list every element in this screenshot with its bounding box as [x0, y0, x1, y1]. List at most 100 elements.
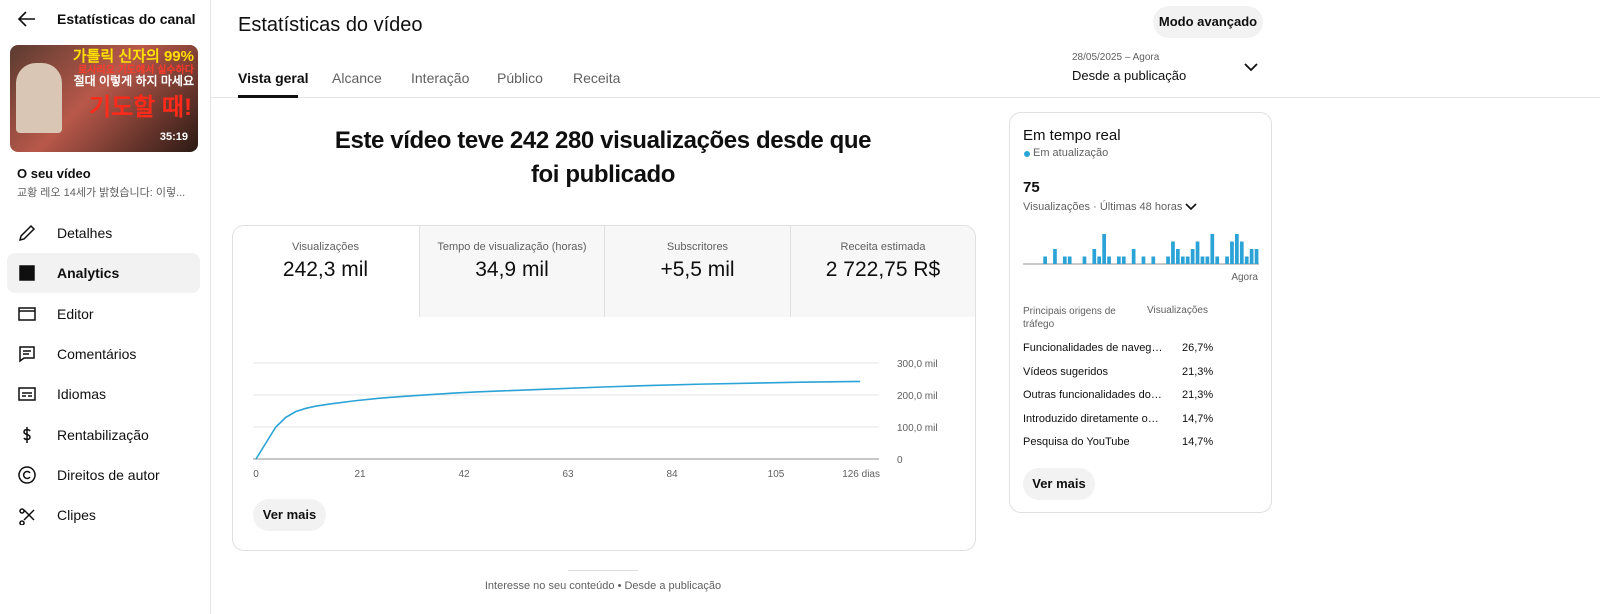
nav-icon-shape [19, 346, 35, 363]
realtime-bar [1205, 256, 1210, 264]
active-tab-indicator [238, 95, 298, 98]
nav-icon-shape [23, 426, 31, 443]
source-share: 14,7% [1182, 436, 1214, 448]
realtime-bar [1117, 256, 1121, 264]
nav-icon [23, 426, 31, 443]
date-label[interactable]: Desde a publicação [1072, 68, 1187, 83]
nav-item[interactable]: Analytics [7, 253, 200, 294]
x-tick-label: 63 [562, 469, 574, 480]
nav-item[interactable]: Direitos de autor [7, 455, 200, 495]
realtime-bar [1249, 249, 1254, 264]
tab[interactable]: Vista geral [238, 70, 309, 86]
x-tick-label: 84 [666, 469, 678, 480]
tab[interactable]: Receita [573, 70, 621, 86]
x-tick-label: 105 [768, 469, 785, 480]
now-label: Agora [1231, 272, 1258, 283]
see-more-button[interactable]: Ver mais [253, 499, 326, 531]
metric-value: 34,9 mil [475, 258, 549, 281]
metric-tile[interactable]: Visualizações 242,3 mil [233, 226, 418, 317]
nav-item[interactable]: Comentários [7, 334, 200, 374]
x-tick-label: 126 dias [842, 469, 880, 480]
realtime-total: 75 [1023, 179, 1040, 196]
status-dot [1024, 151, 1030, 157]
realtime-bar [1171, 241, 1175, 264]
overview-card: Visualizações 242,3 mil Tempo de visualiza… [232, 225, 976, 551]
metric-tile[interactable]: Tempo de visualização (horas) 34,9 mil [418, 226, 605, 317]
realtime-bar [1244, 256, 1249, 264]
y-tick-label: 200,0 mil [897, 391, 938, 402]
thumbnail-text: 로사리오 기도에서 실수하다 [78, 65, 194, 76]
line-chart: 0 100,0 mil 200,0 mil 300,0 mil 0 21 42 63 84 105… [253, 359, 938, 480]
metric-dropdown[interactable] [1184, 202, 1198, 212]
date-dropdown[interactable] [1243, 61, 1259, 73]
nav-icon-shape [18, 224, 36, 242]
realtime-bar [1176, 249, 1180, 264]
realtime-bars [1023, 234, 1259, 265]
metric-label: Tempo de visualização (horas) [437, 241, 587, 253]
realtime-bar [1102, 234, 1106, 264]
nav-icon [18, 387, 36, 401]
tab[interactable]: Alcance [332, 70, 382, 86]
realtime-bar [1180, 256, 1185, 264]
metric-label: Visualizações [291, 241, 360, 253]
sources-header: Principais origens de tráfego [1023, 306, 1116, 330]
tab[interactable]: Interação [411, 70, 470, 86]
realtime-bar [1097, 256, 1102, 264]
realtime-bar [1185, 256, 1190, 264]
realtime-bar [1254, 249, 1259, 264]
y-tick-label: 0 [897, 455, 903, 466]
realtime-bar [1053, 249, 1057, 264]
video-duration: 35:19 [159, 131, 188, 143]
metric-label: Subscritores [666, 241, 729, 253]
realtime-status: Em atualização [1033, 147, 1109, 159]
video-title: 교황 레오 14세가 밝혔습니다: 이렇... [17, 187, 186, 199]
source-name: Funcionalidades de navegação [1023, 342, 1164, 354]
realtime-metric[interactable]: Visualizações · Últimas 48 horas [1023, 201, 1183, 213]
footer-divider [568, 570, 638, 571]
video-thumbnail[interactable]: 가톨릭 신자의 99% 로사리오 기도에서 실수하다 절대 이렇게 하지 마세요… [10, 45, 198, 152]
realtime-bar [1082, 256, 1087, 264]
x-tick-label: 0 [253, 469, 259, 480]
nav-icon-shape [19, 265, 35, 282]
sidebar: Estatísticas do canal 가톨릭 신자의 99% 로사리오 기… [0, 0, 211, 614]
advanced-mode-button[interactable]: Modo avançado [1153, 6, 1263, 38]
nav-icon-shape [18, 466, 36, 484]
metric-value: 242,3 mil [282, 258, 369, 281]
realtime-bar [1107, 256, 1111, 264]
realtime-bar [1190, 249, 1195, 264]
tab[interactable]: Público [497, 70, 543, 86]
nav-icon [19, 346, 35, 363]
realtime-bar [1141, 256, 1146, 264]
metric-tile[interactable]: Subscritores +5,5 mil [604, 226, 790, 317]
y-tick-label: 300,0 mil [897, 359, 938, 370]
nav-label: Analytics [57, 265, 120, 282]
nav-label: Direitos de autor [57, 466, 160, 483]
nav-icon [19, 265, 35, 282]
nav-label: Idiomas [57, 386, 107, 403]
nav-item[interactable]: Clipes [7, 495, 200, 535]
nav-icon [19, 508, 35, 526]
realtime-bar [1195, 241, 1200, 264]
see-more-button[interactable]: Ver mais [1023, 468, 1095, 500]
metric-tile[interactable]: Receita estimada 2 722,75 R$ [789, 226, 975, 317]
video-label: O seu vídeo [17, 166, 91, 181]
nav-item[interactable]: Editor [7, 294, 200, 334]
sidebar-title: Estatísticas do canal [57, 11, 196, 27]
nav-icon [18, 306, 36, 321]
thumbnail-figure [16, 63, 62, 133]
nav-icon-shape [18, 387, 36, 401]
realtime-bar [1235, 234, 1239, 264]
thumbnail-text: 가톨릭 신자의 99% [72, 48, 194, 65]
thumbnail-text: 기도할 때! [89, 94, 192, 121]
nav-item[interactable]: Detalhes [7, 213, 200, 253]
back-arrow[interactable] [17, 9, 37, 29]
source-share: 14,7% [1182, 412, 1214, 425]
views-line [255, 380, 861, 460]
source-name: Pesquisa do YouTube [1023, 436, 1130, 448]
nav-item[interactable]: Idiomas [7, 374, 200, 414]
source-name: Vídeos sugeridos [1023, 365, 1108, 378]
nav-item[interactable]: Rentabilização [7, 415, 200, 455]
nav-label: Comentários [57, 345, 137, 362]
source-name: Outras funcionalidades do YouTube [1023, 389, 1164, 401]
realtime-bar [1062, 256, 1067, 264]
